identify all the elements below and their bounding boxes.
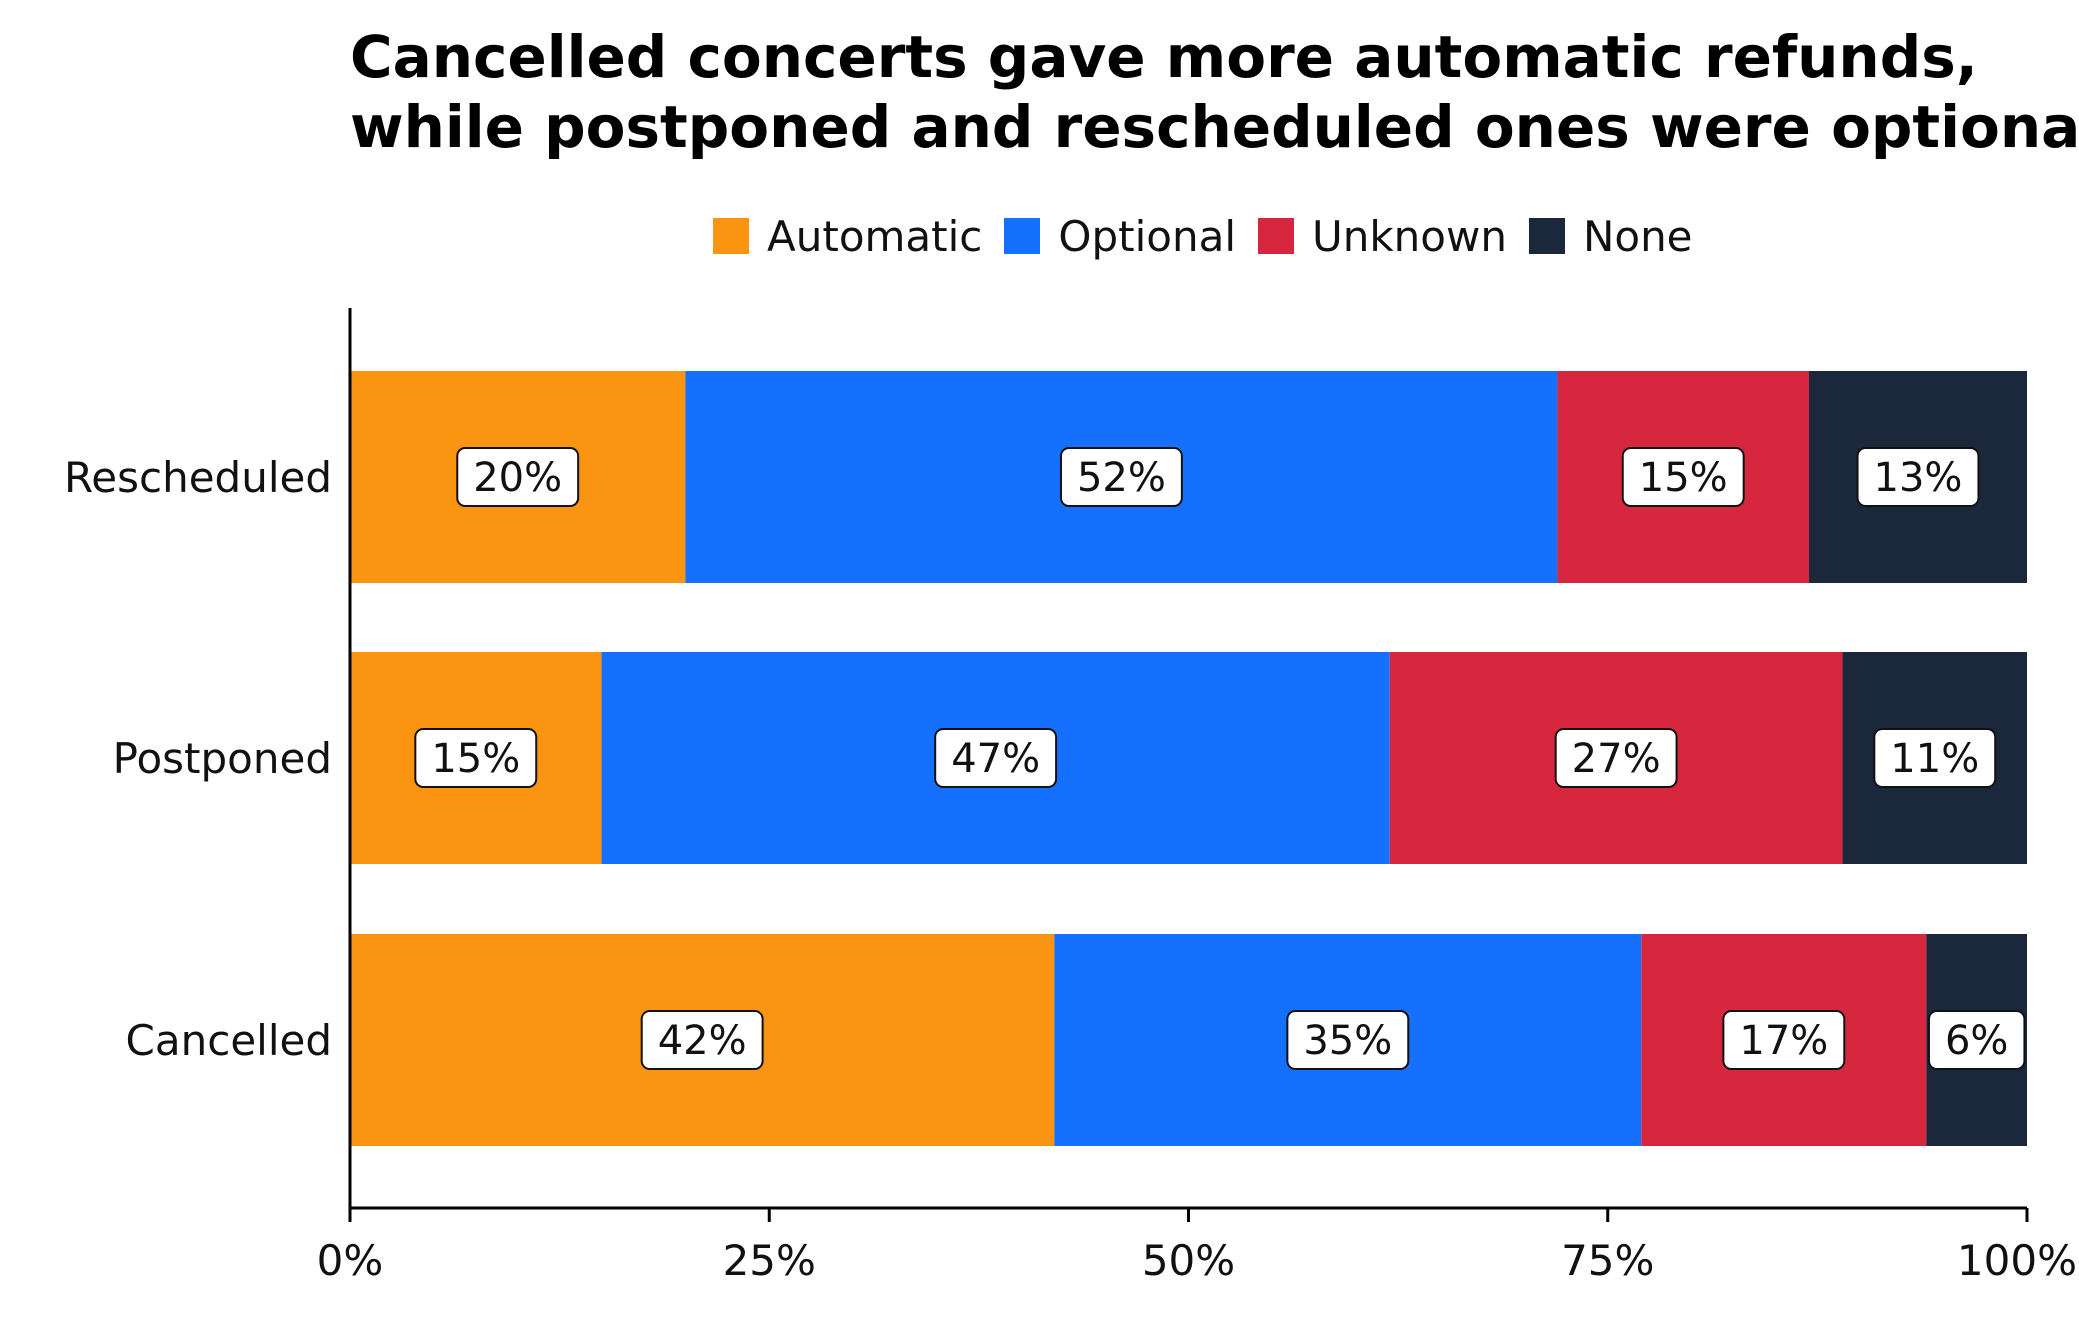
data-label-box-rescheduled-none bbox=[1856, 447, 1980, 507]
legend-label-optional: Optional bbox=[1058, 211, 1236, 261]
data-label-box-postponed-automatic bbox=[414, 728, 538, 788]
data-label-box-cancelled-optional bbox=[1286, 1010, 1410, 1070]
data-label-text-rescheduled-optional: 52% bbox=[1077, 455, 1166, 501]
data-label-box-rescheduled-unknown bbox=[1621, 447, 1745, 507]
x-tick-label-100: 100% bbox=[1957, 1236, 2077, 1285]
data-label-rescheduled-optional: 52% bbox=[1059, 447, 1183, 507]
x-tick-label-0: 0% bbox=[317, 1236, 384, 1285]
data-label-text-postponed-automatic: 15% bbox=[431, 736, 520, 782]
data-label-rescheduled-automatic: 20% bbox=[456, 447, 580, 507]
chart-title-line-1: Cancelled concerts gave more automatic r… bbox=[350, 23, 1978, 91]
data-label-text-rescheduled-none: 13% bbox=[1874, 455, 1963, 501]
data-label-box-cancelled-unknown bbox=[1722, 1010, 1846, 1070]
bar-group-cancelled: 42% 35% 17% 6% bbox=[350, 934, 2027, 1146]
data-label-postponed-none: 11% bbox=[1873, 728, 1997, 788]
bar-group-postponed: 15% 47% 27% 11% bbox=[350, 652, 2027, 864]
data-label-text-postponed-optional: 47% bbox=[951, 736, 1040, 782]
x-tick-label-75: 75% bbox=[1561, 1236, 1654, 1285]
legend-label-none: None bbox=[1582, 211, 1693, 261]
data-label-cancelled-automatic: 42% bbox=[640, 1010, 764, 1070]
data-label-cancelled-none: 6% bbox=[1927, 1010, 2026, 1070]
legend-swatch-none bbox=[1528, 218, 1565, 254]
legend-item-automatic: Automatic bbox=[713, 212, 982, 261]
data-label-postponed-unknown: 27% bbox=[1554, 728, 1678, 788]
legend-item-optional: Optional bbox=[1004, 212, 1236, 261]
data-label-rescheduled-unknown: 15% bbox=[1621, 447, 1745, 507]
data-label-box-cancelled-none bbox=[1927, 1010, 2026, 1070]
data-label-box-postponed-none bbox=[1873, 728, 1997, 788]
bar-group-rescheduled: 20% 52% 15% 13% bbox=[350, 371, 2027, 583]
data-label-box-rescheduled-optional bbox=[1059, 447, 1183, 507]
data-label-box-postponed-unknown bbox=[1554, 728, 1678, 788]
data-label-text-cancelled-optional: 35% bbox=[1303, 1018, 1392, 1064]
category-label-postponed: Postponed bbox=[113, 734, 332, 783]
data-label-text-postponed-none: 11% bbox=[1890, 736, 1979, 782]
data-label-postponed-automatic: 15% bbox=[414, 728, 538, 788]
legend: Automatic Optional Unknown None bbox=[713, 208, 1715, 264]
legend-item-none: None bbox=[1528, 211, 1693, 261]
legend-item-unknown: Unknown bbox=[1257, 211, 1507, 261]
data-label-text-postponed-unknown: 27% bbox=[1572, 736, 1661, 782]
category-label-rescheduled: Rescheduled bbox=[64, 453, 332, 502]
data-label-text-cancelled-automatic: 42% bbox=[658, 1018, 747, 1064]
data-label-box-cancelled-automatic bbox=[640, 1010, 764, 1070]
legend-swatch-automatic bbox=[713, 218, 749, 254]
data-label-text-rescheduled-automatic: 20% bbox=[473, 455, 562, 501]
legend-swatch-optional bbox=[1004, 218, 1041, 254]
data-label-cancelled-unknown: 17% bbox=[1722, 1010, 1846, 1070]
legend-swatch-unknown bbox=[1257, 218, 1294, 254]
data-label-text-rescheduled-unknown: 15% bbox=[1639, 455, 1728, 501]
data-label-cancelled-optional: 35% bbox=[1286, 1010, 1410, 1070]
data-label-box-postponed-optional bbox=[934, 728, 1058, 788]
chart-title: Cancelled concerts gave more automatic r… bbox=[350, 22, 2079, 162]
x-tick-label-50: 50% bbox=[1142, 1236, 1235, 1285]
category-label-cancelled: Cancelled bbox=[126, 1016, 332, 1065]
x-tick-label-25: 25% bbox=[723, 1236, 816, 1285]
legend-label-unknown: Unknown bbox=[1311, 211, 1507, 261]
data-label-rescheduled-none: 13% bbox=[1856, 447, 1980, 507]
legend-label-automatic: Automatic bbox=[767, 211, 983, 261]
data-label-postponed-optional: 47% bbox=[934, 728, 1058, 788]
data-label-text-cancelled-none: 6% bbox=[1945, 1018, 2008, 1064]
chart-title-line-2: while postponed and rescheduled ones wer… bbox=[350, 93, 2079, 161]
data-label-box-rescheduled-automatic bbox=[456, 447, 580, 507]
data-label-text-cancelled-unknown: 17% bbox=[1739, 1018, 1828, 1064]
